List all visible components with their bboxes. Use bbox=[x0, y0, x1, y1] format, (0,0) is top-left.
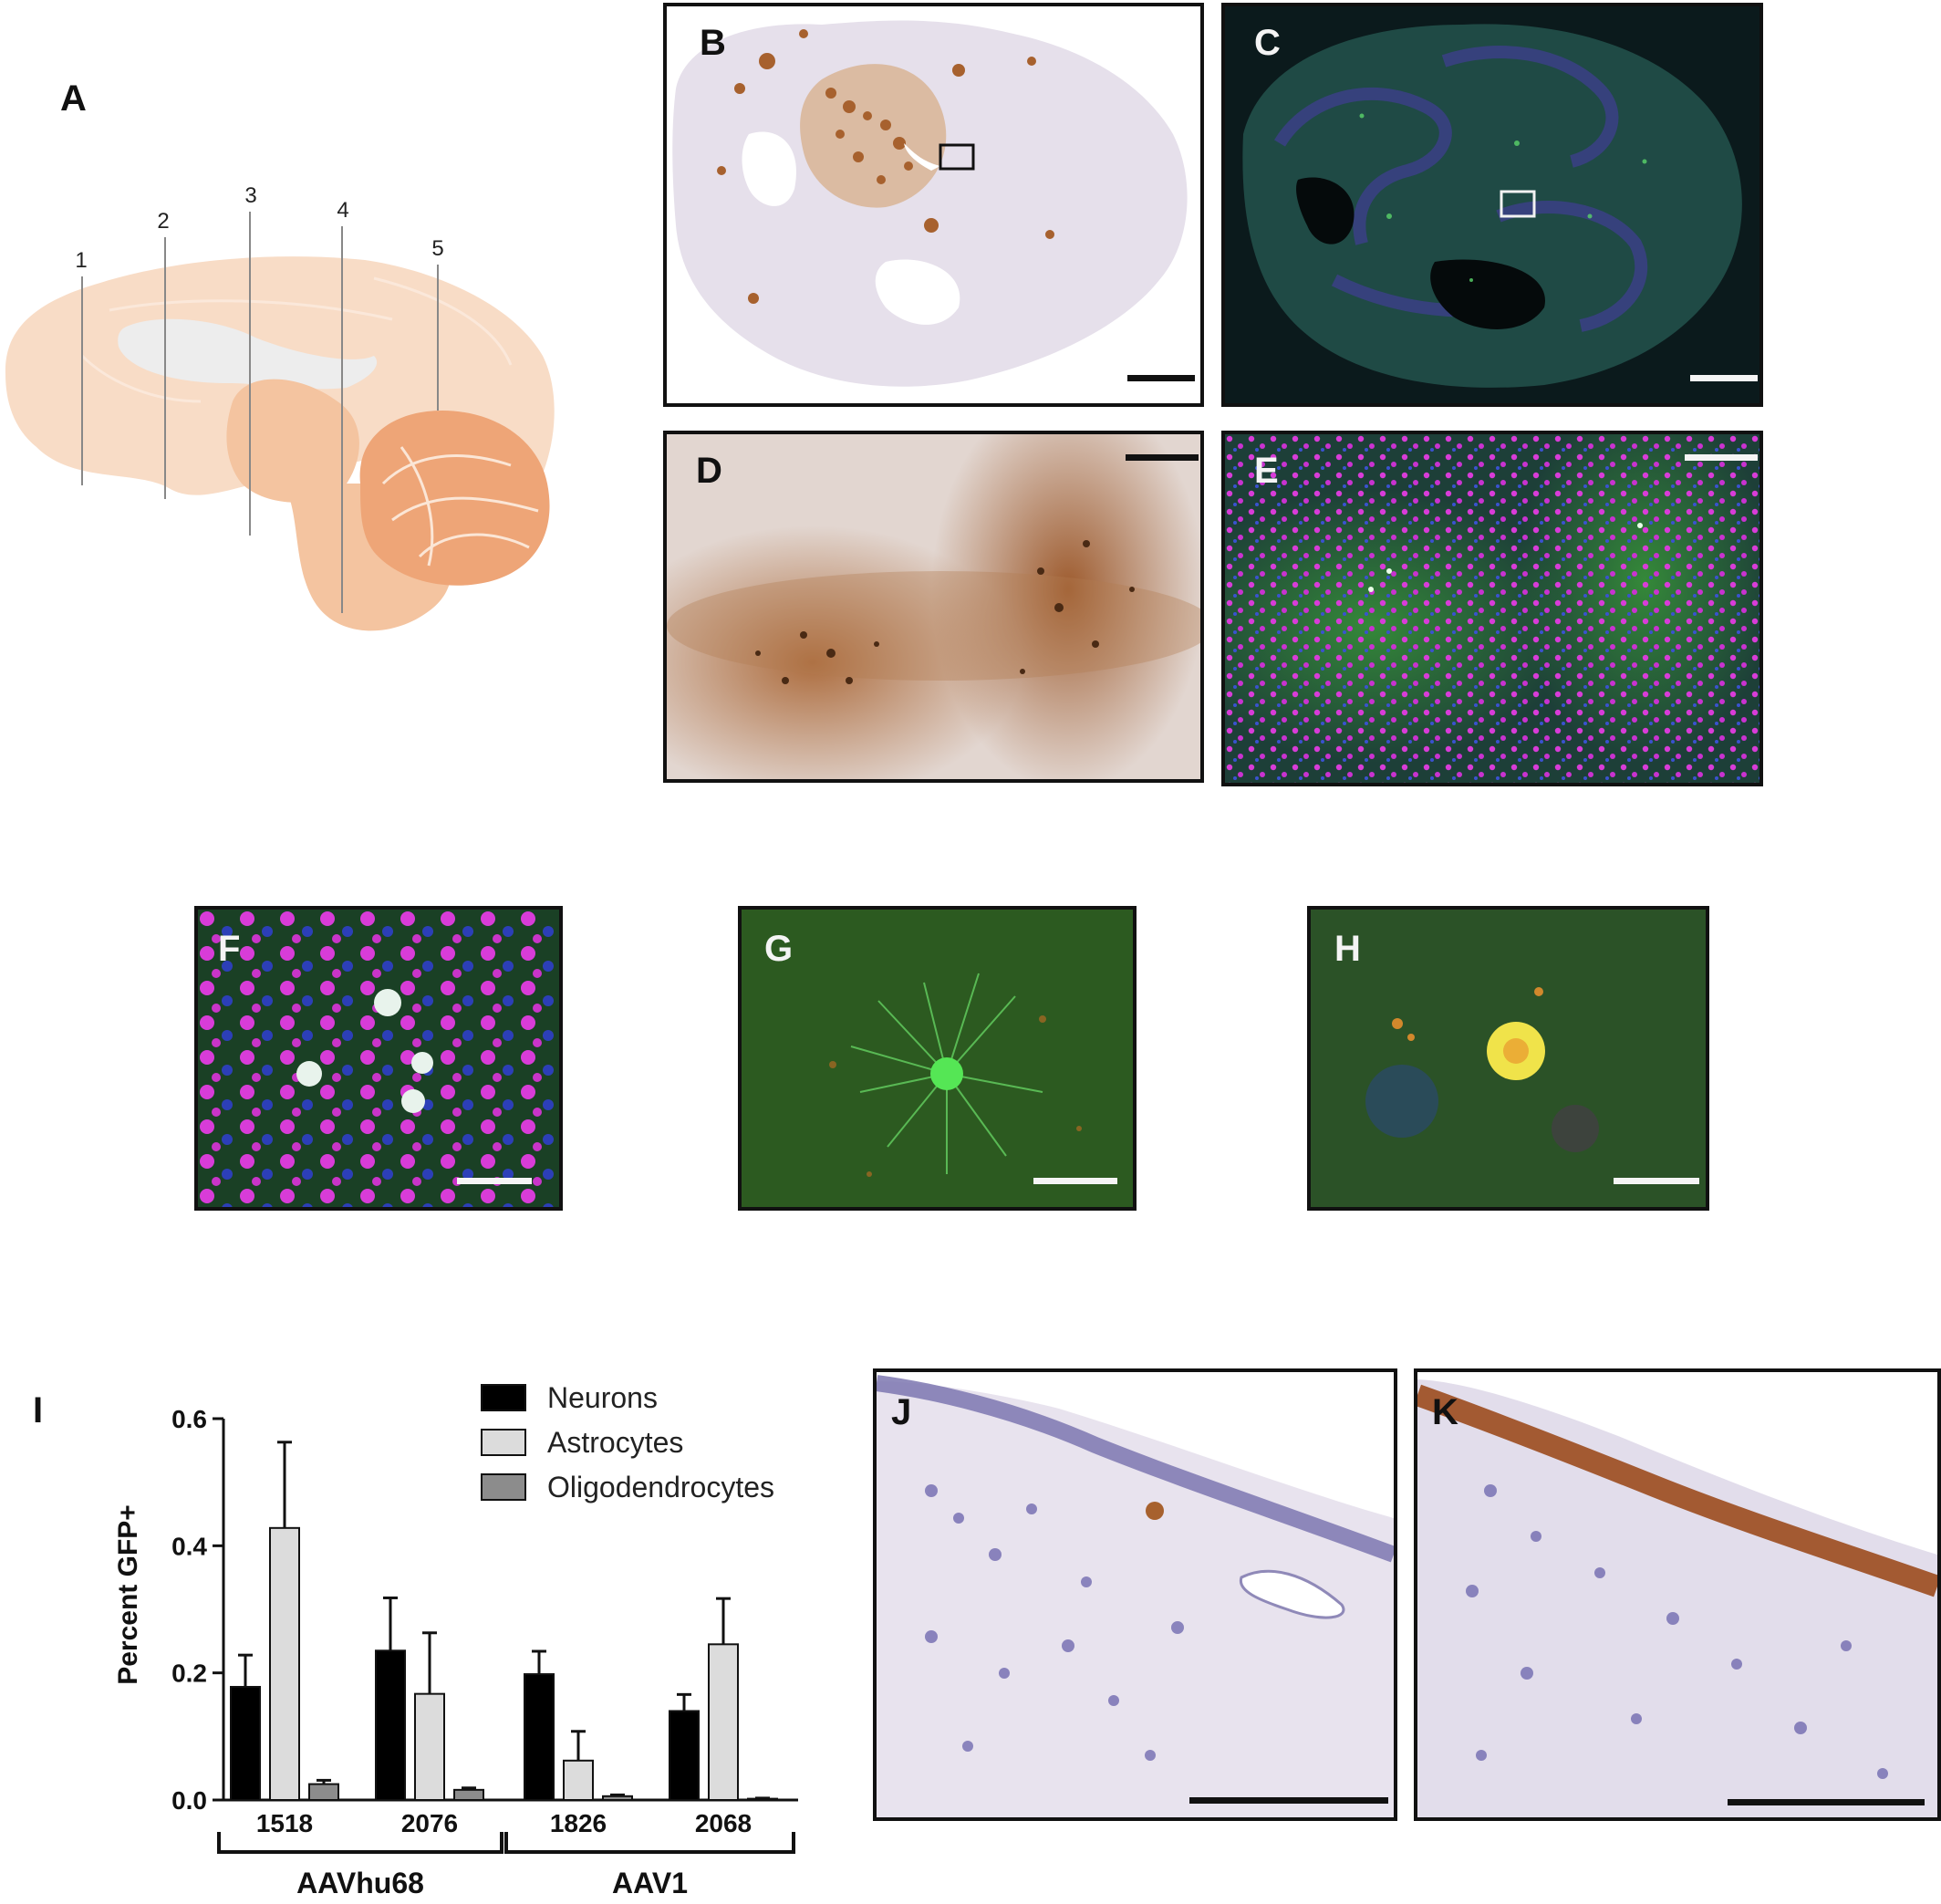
panel-c-letter: C bbox=[1254, 23, 1281, 63]
group-bracket-1 bbox=[504, 1832, 795, 1854]
section-number-5: 5 bbox=[431, 236, 443, 261]
category-label-1826: 1826 bbox=[550, 1809, 607, 1837]
legend-swatch-0 bbox=[481, 1384, 526, 1411]
bar-1826-astrocytes bbox=[563, 1759, 594, 1802]
section-number-3: 3 bbox=[244, 183, 256, 208]
y-tick-label-3: 0.6 bbox=[171, 1405, 207, 1433]
scale-bar-d bbox=[1126, 454, 1199, 461]
scale-bar-j bbox=[1189, 1797, 1388, 1804]
bar-1826-neurons bbox=[524, 1673, 555, 1801]
legend-label-2: Oligodendrocytes bbox=[547, 1471, 774, 1503]
legend-label-1: Astrocytes bbox=[547, 1426, 683, 1459]
panel-e-letter: E bbox=[1254, 451, 1279, 491]
panel-b-letter: B bbox=[700, 23, 726, 63]
legend-swatch-1 bbox=[481, 1429, 526, 1456]
inset-box-b bbox=[939, 143, 975, 171]
thalamus-shape bbox=[226, 379, 359, 503]
neuron-colabel-image bbox=[198, 910, 559, 1207]
panel-k-letter: K bbox=[1432, 1392, 1458, 1432]
section-number-2: 2 bbox=[157, 209, 169, 234]
panel-e: E bbox=[1221, 431, 1763, 786]
y-tick-label-2: 0.4 bbox=[171, 1532, 207, 1560]
fluorescence-zoom-image bbox=[1225, 434, 1759, 783]
panel-a-letter: A bbox=[60, 78, 87, 119]
group-bracket-0 bbox=[217, 1832, 503, 1854]
bar-chart: Percent GFP+ 0.0 0.2 0.4 0.6 1518 2076 1826 206… bbox=[113, 1381, 798, 1899]
cortex-sulci bbox=[80, 276, 513, 403]
bar-1518-neurons bbox=[230, 1685, 261, 1802]
scale-bar-g bbox=[1033, 1178, 1117, 1184]
panel-f-letter: F bbox=[218, 929, 241, 969]
panel-j: J bbox=[873, 1368, 1397, 1821]
category-label-1518: 1518 bbox=[256, 1809, 313, 1837]
bar-2068-astrocytes bbox=[708, 1643, 739, 1802]
bar-2076-astrocytes bbox=[414, 1692, 445, 1802]
bar-1826-oligodendrocytes bbox=[602, 1795, 633, 1802]
panel-h: H bbox=[1307, 906, 1709, 1211]
panel-h-letter: H bbox=[1334, 929, 1361, 969]
section-number-1: 1 bbox=[75, 248, 87, 273]
group-label-0: AAVhu68 bbox=[296, 1867, 424, 1899]
panel-k: K bbox=[1414, 1368, 1941, 1821]
panel-g: G bbox=[738, 906, 1137, 1211]
scale-bar-k bbox=[1728, 1799, 1925, 1805]
y-tick-label-1: 0.2 bbox=[171, 1659, 207, 1688]
ihc-zoom-image bbox=[667, 434, 1200, 779]
cerebellum-folia bbox=[381, 446, 539, 567]
ihc-section-image bbox=[672, 20, 1188, 387]
bar-1518-astrocytes bbox=[269, 1526, 300, 1801]
panel-d: D bbox=[663, 431, 1204, 783]
panel-c: C bbox=[1221, 3, 1763, 407]
y-axis-label: Percent GFP+ bbox=[113, 1504, 143, 1685]
y-tick-label-0: 0.0 bbox=[171, 1786, 207, 1815]
panel-d-letter: D bbox=[696, 451, 722, 491]
ihc-ventricle-image-j bbox=[877, 1372, 1394, 1817]
inset-box-c bbox=[1500, 190, 1536, 218]
astrocyte-colabel-image bbox=[742, 910, 1133, 1207]
panel-b: B bbox=[663, 3, 1204, 407]
section-number-4: 4 bbox=[337, 198, 348, 223]
panel-g-letter: G bbox=[764, 929, 794, 969]
group-label-1: AAV1 bbox=[612, 1867, 688, 1899]
panel-f: F bbox=[194, 906, 563, 1211]
scale-bar-e bbox=[1685, 454, 1758, 461]
brainstem-shape bbox=[283, 484, 452, 631]
panel-i: I Percent GFP+ 0.0 0.2 0.4 0.6 1518 2076 1826 2… bbox=[0, 1350, 821, 1904]
scale-bar-h bbox=[1614, 1178, 1699, 1184]
bar-2076-oligodendrocytes bbox=[453, 1788, 484, 1801]
panel-j-letter: J bbox=[891, 1392, 912, 1432]
scale-bar-f bbox=[457, 1178, 532, 1184]
bar-1518-oligodendrocytes bbox=[308, 1783, 339, 1802]
legend-label-0: Neurons bbox=[547, 1381, 658, 1414]
category-label-2076: 2076 bbox=[401, 1809, 458, 1837]
scale-bar-c bbox=[1690, 375, 1758, 381]
bar-2068-neurons bbox=[669, 1710, 700, 1802]
panel-i-letter: I bbox=[33, 1390, 44, 1431]
panel-a: A 1 2 3 4 5 bbox=[0, 55, 584, 657]
oligodendrocyte-colabel-image bbox=[1311, 910, 1706, 1207]
fluorescence-section-image bbox=[1242, 24, 1742, 388]
ihc-ventricle-image-k bbox=[1417, 1372, 1937, 1817]
scale-bar-b bbox=[1127, 375, 1195, 381]
bar-2076-neurons bbox=[375, 1649, 406, 1801]
brain-schematic: 1 2 3 4 5 bbox=[5, 183, 555, 631]
legend-swatch-2 bbox=[481, 1473, 526, 1501]
category-label-2068: 2068 bbox=[695, 1809, 752, 1837]
ventricle-shape bbox=[118, 318, 378, 390]
